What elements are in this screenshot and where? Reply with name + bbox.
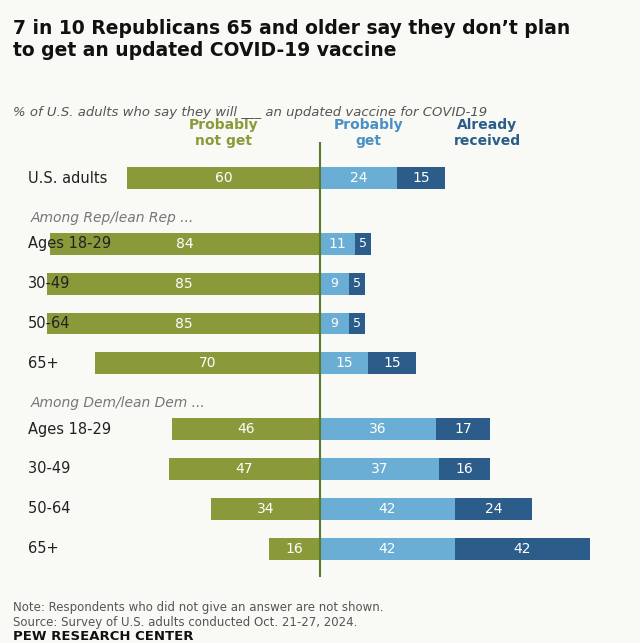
- Text: 15: 15: [335, 356, 353, 370]
- Text: 85: 85: [175, 316, 193, 331]
- Bar: [211, 498, 320, 520]
- Bar: [320, 418, 436, 440]
- Text: 36: 36: [369, 422, 387, 436]
- Bar: [269, 538, 320, 559]
- Bar: [95, 352, 320, 374]
- Text: 11: 11: [329, 237, 346, 251]
- Bar: [455, 498, 532, 520]
- Text: 30-49: 30-49: [28, 462, 75, 476]
- Bar: [172, 418, 320, 440]
- Text: 70: 70: [199, 356, 216, 370]
- Text: 42: 42: [379, 541, 396, 556]
- Text: Probably
not get: Probably not get: [189, 118, 259, 148]
- Text: Note: Respondents who did not give an answer are not shown.
Source: Survey of U.: Note: Respondents who did not give an an…: [13, 601, 383, 629]
- Text: 9: 9: [330, 317, 339, 330]
- Bar: [320, 233, 355, 255]
- Text: Among Rep/lean Rep ...: Among Rep/lean Rep ...: [31, 211, 195, 225]
- Text: 42: 42: [513, 541, 531, 556]
- Bar: [320, 273, 349, 294]
- Text: PEW RESEARCH CENTER: PEW RESEARCH CENTER: [13, 630, 193, 643]
- Text: Probably
get: Probably get: [333, 118, 403, 148]
- Text: Probably
not get: Probably not get: [189, 117, 259, 147]
- Text: 16: 16: [456, 462, 474, 476]
- Text: 65+: 65+: [28, 541, 63, 556]
- Text: % of U.S. adults who say they will ___ an updated vaccine for COVID-19: % of U.S. adults who say they will ___ a…: [13, 106, 487, 119]
- Bar: [368, 352, 416, 374]
- Bar: [47, 273, 320, 294]
- Text: 9: 9: [330, 277, 339, 290]
- Bar: [320, 352, 368, 374]
- Text: U.S. adults: U.S. adults: [28, 170, 108, 186]
- Bar: [127, 167, 320, 189]
- Bar: [320, 538, 455, 559]
- Text: 16: 16: [285, 541, 303, 556]
- Text: Among Dem/lean Dem ...: Among Dem/lean Dem ...: [31, 396, 206, 410]
- Text: 30-49: 30-49: [28, 276, 70, 291]
- Bar: [169, 458, 320, 480]
- Text: 15: 15: [383, 356, 401, 370]
- Text: Already
received: Already received: [453, 118, 520, 148]
- Text: 65+: 65+: [28, 356, 58, 371]
- Text: 5: 5: [353, 277, 361, 290]
- Bar: [51, 233, 320, 255]
- Bar: [349, 273, 365, 294]
- Text: 50-64: 50-64: [28, 502, 75, 516]
- Text: 24: 24: [484, 502, 502, 516]
- Text: 17: 17: [454, 422, 472, 436]
- Text: 50-64: 50-64: [28, 316, 70, 331]
- Text: 85: 85: [175, 276, 193, 291]
- Bar: [47, 312, 320, 334]
- Text: 84: 84: [177, 237, 194, 251]
- Text: 60: 60: [215, 171, 232, 185]
- Text: 37: 37: [371, 462, 388, 476]
- Text: 5: 5: [353, 317, 361, 330]
- Text: 5: 5: [359, 237, 367, 250]
- Text: Ages 18-29: Ages 18-29: [28, 422, 116, 437]
- Bar: [320, 498, 455, 520]
- Text: 24: 24: [350, 171, 367, 185]
- Bar: [349, 312, 365, 334]
- Text: 47: 47: [236, 462, 253, 476]
- Bar: [320, 458, 439, 480]
- Text: 34: 34: [257, 502, 274, 516]
- Text: 15: 15: [412, 171, 430, 185]
- Bar: [355, 233, 371, 255]
- Text: Ages 18-29: Ages 18-29: [28, 236, 111, 251]
- Bar: [397, 167, 445, 189]
- Text: 7 in 10 Republicans 65 and older say they don’t plan
to get an updated COVID-19 : 7 in 10 Republicans 65 and older say the…: [13, 19, 570, 60]
- Bar: [320, 312, 349, 334]
- Text: 42: 42: [379, 502, 396, 516]
- Bar: [455, 538, 589, 559]
- Bar: [436, 418, 490, 440]
- Bar: [320, 167, 397, 189]
- Text: 46: 46: [237, 422, 255, 436]
- Bar: [439, 458, 490, 480]
